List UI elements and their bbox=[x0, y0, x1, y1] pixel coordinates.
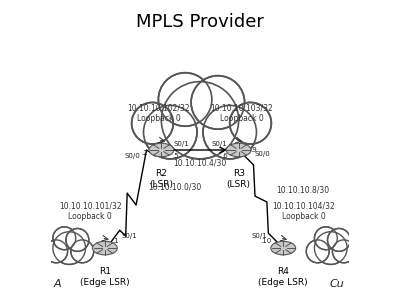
Text: S0/0: S0/0 bbox=[255, 152, 271, 158]
Text: .2: .2 bbox=[141, 150, 148, 156]
Text: Cu: Cu bbox=[329, 279, 344, 289]
Circle shape bbox=[71, 240, 94, 263]
Ellipse shape bbox=[226, 143, 251, 157]
Circle shape bbox=[203, 105, 256, 159]
Circle shape bbox=[53, 232, 86, 264]
Circle shape bbox=[144, 105, 197, 159]
Ellipse shape bbox=[271, 241, 296, 255]
Circle shape bbox=[328, 229, 350, 251]
Circle shape bbox=[314, 232, 347, 264]
Text: 10.10.10.4/30: 10.10.10.4/30 bbox=[173, 159, 227, 168]
Text: 10.10.10.0/30: 10.10.10.0/30 bbox=[148, 183, 201, 192]
Text: S0/1: S0/1 bbox=[173, 141, 189, 147]
Text: .9: .9 bbox=[250, 147, 257, 153]
Text: .6: .6 bbox=[222, 153, 228, 159]
Text: 10.10.10.103/32
Loopback 0: 10.10.10.103/32 Loopback 0 bbox=[210, 104, 273, 123]
Circle shape bbox=[158, 73, 212, 126]
Text: S0/1: S0/1 bbox=[211, 141, 227, 147]
Circle shape bbox=[66, 229, 89, 251]
Text: .5: .5 bbox=[172, 153, 178, 159]
Circle shape bbox=[45, 240, 68, 263]
Circle shape bbox=[332, 240, 355, 263]
Circle shape bbox=[306, 240, 329, 263]
Circle shape bbox=[132, 102, 173, 144]
Text: 10.10.10.102/32
Loopback 0: 10.10.10.102/32 Loopback 0 bbox=[127, 104, 190, 123]
Text: 10.10.10.104/32
Loopback 0: 10.10.10.104/32 Loopback 0 bbox=[273, 202, 336, 221]
Text: MPLS Provider: MPLS Provider bbox=[136, 13, 264, 31]
Text: S0/1: S0/1 bbox=[121, 233, 137, 239]
Circle shape bbox=[230, 102, 271, 144]
Text: 10.10.10.101/32
Loopback 0: 10.10.10.101/32 Loopback 0 bbox=[59, 202, 121, 221]
Text: S0/1: S0/1 bbox=[251, 233, 267, 239]
Text: R2
(LSR): R2 (LSR) bbox=[149, 169, 173, 189]
Text: .10: .10 bbox=[260, 238, 271, 244]
Text: 10.10.10.8/30: 10.10.10.8/30 bbox=[276, 186, 329, 195]
Text: R4
(Edge LSR): R4 (Edge LSR) bbox=[258, 267, 308, 287]
Text: A: A bbox=[54, 279, 61, 289]
Text: S0/0: S0/0 bbox=[125, 153, 140, 159]
Circle shape bbox=[53, 227, 76, 250]
Text: R1
(Edge LSR): R1 (Edge LSR) bbox=[80, 267, 130, 287]
Ellipse shape bbox=[149, 143, 174, 157]
Text: R3
(LSR): R3 (LSR) bbox=[227, 169, 251, 189]
Circle shape bbox=[161, 82, 239, 159]
Circle shape bbox=[191, 76, 244, 129]
Text: .1: .1 bbox=[112, 238, 119, 244]
Circle shape bbox=[314, 227, 337, 250]
Ellipse shape bbox=[92, 241, 117, 255]
